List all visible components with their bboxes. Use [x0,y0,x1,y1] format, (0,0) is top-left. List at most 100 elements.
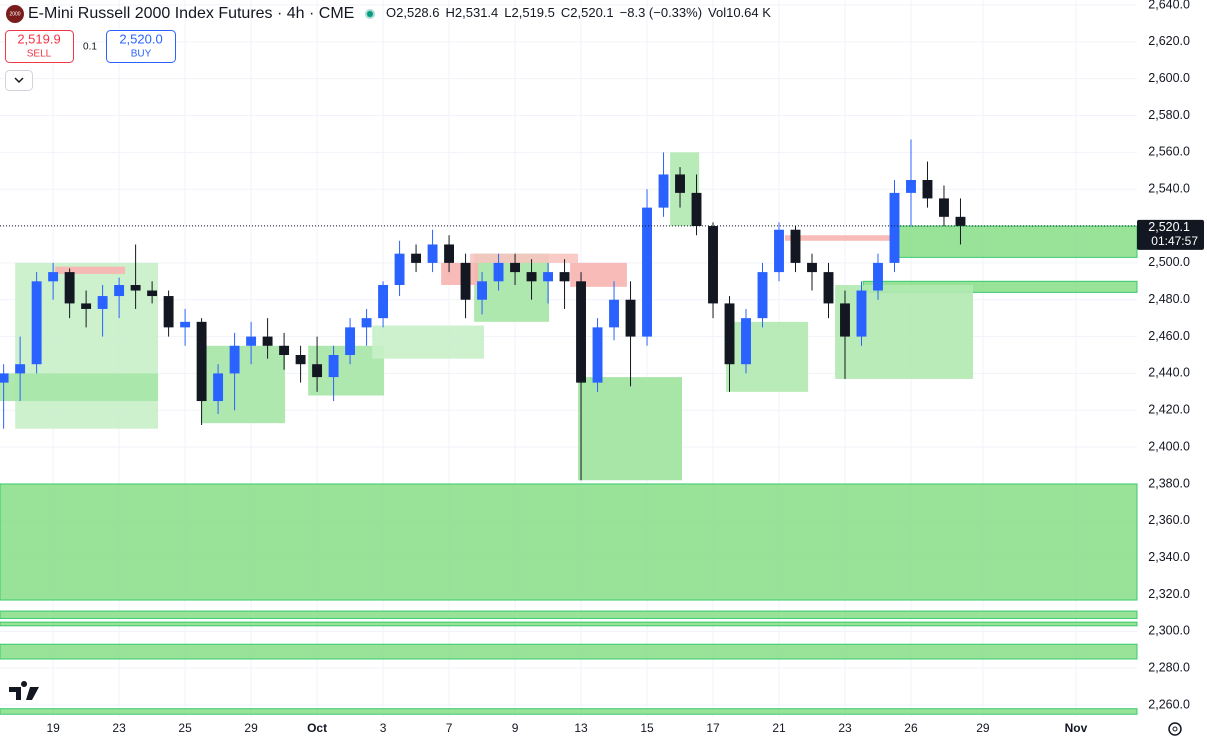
y-tick-label: 2,300.0 [1148,624,1190,638]
candle-body [114,284,125,297]
candle-body [163,296,174,328]
ohlc: O2,528.6 H2,531.4 L2,519.5 C2,520.1 −8.3 (−0… [386,5,771,20]
zone [0,483,1138,601]
settings-icon-center [1172,726,1178,732]
zone [725,321,809,392]
y-tick-label: 2,260.0 [1148,697,1190,711]
zone [55,266,126,274]
y-tick-label: 2,340.0 [1148,550,1190,564]
chart-title: E-Mini Russell 2000 Index Futures · 4h ·… [28,5,354,22]
candle-body [15,364,26,374]
x-tick-label: 7 [446,721,453,735]
sell-box[interactable] [5,30,74,63]
x-tick-label: 19 [46,721,60,735]
candle-body [394,253,405,285]
candle-body [774,229,784,273]
close: 2,520.1 [570,5,613,20]
zone [0,643,1138,660]
logo-text: 2000 [9,11,20,17]
candle-body [378,284,389,319]
collapse-button[interactable] [5,70,33,91]
y-tick-label: 2,500.0 [1148,255,1190,269]
y-tick-label: 2,600.0 [1148,71,1190,85]
x-tick-label: 15 [640,721,654,735]
x-tick-label: 29 [976,721,990,735]
candle-body [691,192,702,227]
candle-body [493,262,504,282]
candle-body [312,364,323,378]
zone [570,262,627,287]
y-tick-label: 2,620.0 [1148,34,1190,48]
candle-body [955,216,966,226]
candle-body [229,345,240,374]
candle-body [757,272,768,319]
zone [470,253,579,263]
candle-body [807,262,817,273]
tv-logo[interactable] [9,681,39,700]
candle-body [147,290,158,297]
y-tick-label: 2,540.0 [1148,181,1190,195]
buy-button[interactable]: 2,520.0 BUY [106,30,176,63]
candle-body [246,336,257,346]
candles [0,139,966,481]
x-tick-label: Oct [307,721,327,735]
candle-body [196,321,207,402]
zone [0,621,1138,627]
c-label: C [561,5,570,20]
y-tick-label: 2,440.0 [1148,366,1190,380]
candle-body [559,272,570,282]
candle-body [213,373,224,402]
candle-body [427,244,438,263]
sell-price[interactable]: 2,519.9 [17,31,60,46]
y-tick-label: 2,380.0 [1148,476,1190,490]
high: 2,531.4 [455,5,498,20]
zones [0,152,1138,715]
x-tick-label: Nov [1065,721,1088,735]
candle-body [592,327,603,383]
candle-body [411,253,422,263]
x-tick-label: 26 [904,721,918,735]
candle-body [823,272,834,304]
settings-icon[interactable] [1168,722,1182,736]
candle-body [526,272,537,282]
candle-body [790,229,801,263]
x-tick-label: 29 [244,721,258,735]
x-tick-label: 23 [112,721,126,735]
x-tick-label: 9 [512,721,519,735]
candle-body [840,303,850,337]
candle-body [361,318,372,328]
candle-body [48,272,59,282]
x-tick-label: 23 [838,721,852,735]
candle-body [543,272,553,282]
candle-body [180,321,191,328]
spread: 0.1 [83,42,97,53]
x-tick-label: 25 [178,721,192,735]
vol-label: Vol [708,5,726,20]
sell-button[interactable]: 2,519.9 SELL [5,30,74,63]
y-tick-label: 2,460.0 [1148,329,1190,343]
chevron [14,77,24,84]
sell-label[interactable]: SELL [27,49,52,60]
candle-body [856,290,867,337]
x-tick-label: 3 [380,721,387,735]
candle-body [295,354,306,365]
y-tick-label: 2,360.0 [1148,513,1190,527]
y-tick-label: 2,560.0 [1148,145,1190,159]
zone [784,235,890,241]
candle-body [130,284,141,291]
candle-body [724,303,735,365]
candle-body [477,281,488,300]
zone [835,284,974,379]
buy-price[interactable]: 2,520.0 [119,31,162,46]
zone [441,262,479,285]
candle-body [906,179,916,193]
buy-label[interactable]: BUY [131,49,152,60]
y-tick-label: 2,280.0 [1148,660,1190,674]
candle-body [625,299,636,337]
buy-box[interactable] [106,30,176,63]
zone [0,610,1138,619]
zone [372,325,485,359]
candle-body [81,303,92,309]
